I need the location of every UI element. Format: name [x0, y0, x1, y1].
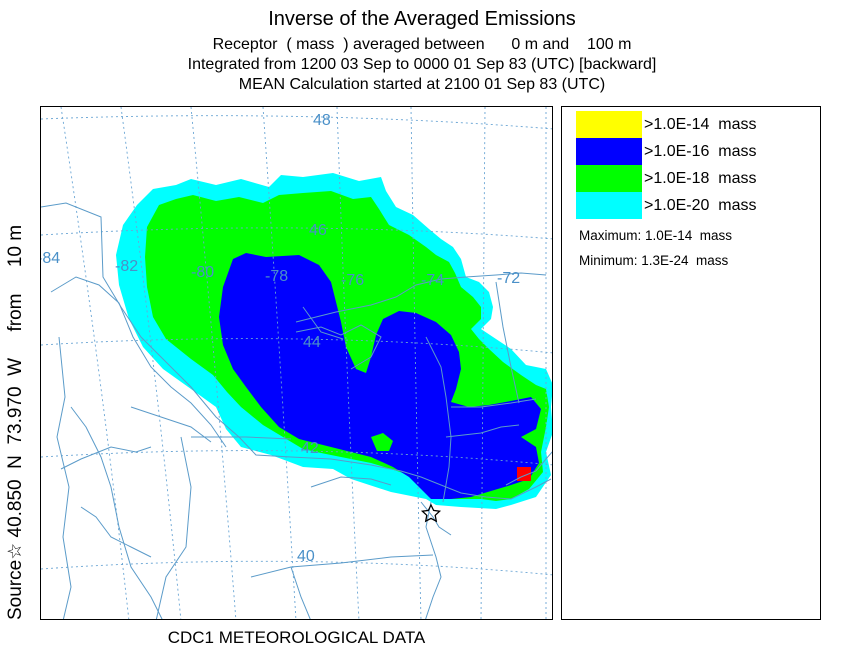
- lat-label-46: 46: [309, 222, 327, 239]
- meteorological-data-label: CDC1 METEOROLOGICAL DATA: [167, 628, 426, 647]
- legend-swatch-cyan: [576, 192, 642, 219]
- lat-label-42: 42: [301, 440, 319, 457]
- legend-label: >1.0E-20 mass: [644, 197, 757, 214]
- legend-swatch-green: [576, 165, 642, 192]
- source-location-label: Source☆ 40.850 N 73.970 W from 10 m: [5, 224, 26, 620]
- lat-label-40: 40: [297, 548, 315, 565]
- lon-label-78: -78: [265, 268, 288, 285]
- lon-label-82: -82: [115, 258, 138, 275]
- lat-label-48: 48: [313, 112, 331, 129]
- source-star-icon: [420, 503, 442, 523]
- map-panel: -84 -82 -80 -78 -76 -74 -72 48 46 44 42 …: [40, 106, 553, 620]
- legend-swatch-yellow: [576, 111, 642, 138]
- lon-label-84: -84: [41, 250, 60, 267]
- legend-label: >1.0E-16 mass: [644, 143, 757, 160]
- lon-label-80: -80: [191, 264, 214, 281]
- legend-item-1e-16: >1.0E-16 mass: [576, 138, 816, 165]
- political-boundaries: [41, 202, 552, 619]
- lat-label-44: 44: [303, 334, 321, 351]
- receptor-subtitle: Receptor ( mass ) averaged between 0 m a…: [212, 36, 632, 53]
- calculation-subtitle: MEAN Calculation started at 2100 01 Sep …: [238, 76, 606, 93]
- legend-item-1e-14: >1.0E-14 mass: [576, 111, 816, 138]
- map-title: Inverse of the Averaged Emissions: [268, 8, 576, 30]
- integration-subtitle: Integrated from 1200 03 Sep to 0000 01 S…: [187, 56, 657, 73]
- plume-blue-contour: [219, 253, 541, 499]
- legend-label: >1.0E-14 mass: [644, 116, 757, 133]
- legend-minimum: Minimum: 1.3E-24 mass: [579, 253, 729, 268]
- plume-green-pocket: [371, 433, 393, 451]
- lon-label-72: -72: [497, 270, 520, 287]
- graticule: [41, 107, 552, 619]
- lon-label-74: -74: [421, 272, 444, 289]
- lon-label-76: -76: [341, 272, 364, 289]
- map-canvas: -84 -82 -80 -78 -76 -74 -72 48 46 44 42 …: [41, 107, 552, 619]
- legend-item-1e-20: >1.0E-20 mass: [576, 192, 816, 219]
- legend-swatch-blue: [576, 138, 642, 165]
- legend-item-1e-18: >1.0E-18 mass: [576, 165, 816, 192]
- legend-label: >1.0E-18 mass: [644, 170, 757, 187]
- legend-panel: >1.0E-14 mass >1.0E-16 mass >1.0E-18 mas…: [561, 106, 821, 620]
- legend-maximum: Maximum: 1.0E-14 mass: [579, 228, 733, 243]
